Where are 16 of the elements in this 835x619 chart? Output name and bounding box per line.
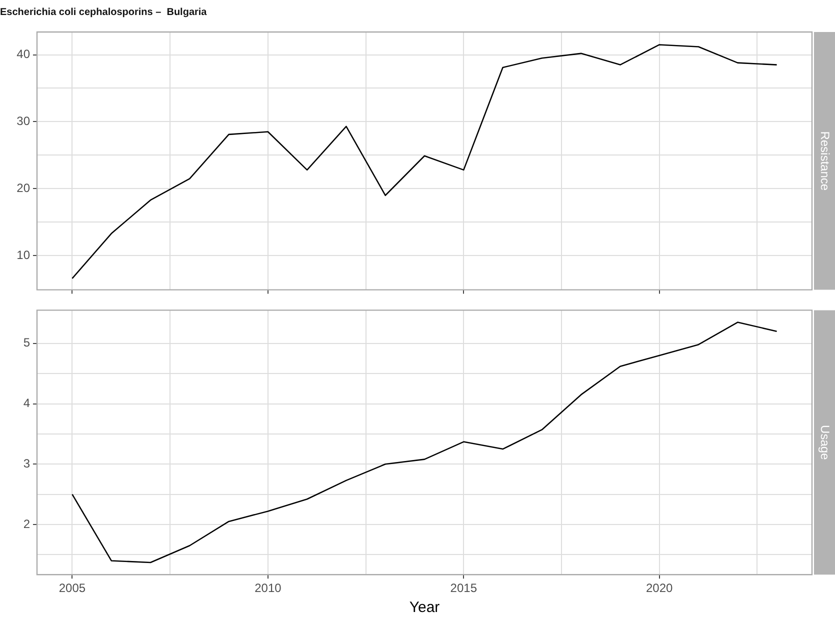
x-tick-label: 2020 xyxy=(646,581,674,596)
y-tick-label: 5 xyxy=(23,336,30,350)
y-axis-title: Usage xyxy=(818,425,832,460)
y-tick-label: 20 xyxy=(16,181,30,195)
y-tick-label: 40 xyxy=(16,47,30,62)
x-tick-label: 2005 xyxy=(58,581,86,596)
x-tick-label: 2015 xyxy=(450,581,478,596)
x-axis-title: Year xyxy=(409,599,440,616)
chart-title: Escherichia coli cephalosporins – Bulgaria xyxy=(0,6,208,18)
y-tick-label: 2 xyxy=(23,516,30,531)
x-tick-label: 2010 xyxy=(254,581,282,596)
y-tick-label: 30 xyxy=(16,114,30,128)
y-axis-title: Resistance xyxy=(818,131,832,191)
y-tick-label: 4 xyxy=(23,396,30,410)
y-tick-label: 10 xyxy=(16,248,30,262)
y-tick-label: 3 xyxy=(23,456,30,470)
